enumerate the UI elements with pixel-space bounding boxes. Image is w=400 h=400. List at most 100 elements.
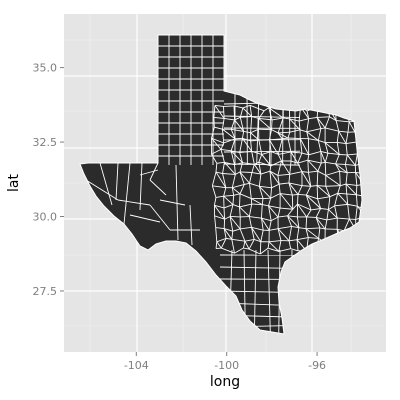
county-border: [355, 194, 358, 207]
county-border: [251, 150, 262, 155]
county-border: [278, 151, 292, 155]
county-border: [239, 171, 250, 184]
county-border: [149, 162, 159, 181]
county-border: [324, 142, 340, 155]
county-border: [242, 137, 251, 142]
county-border: [214, 105, 225, 119]
county-border: [231, 238, 245, 242]
county-border: [270, 187, 272, 199]
county-border: [242, 104, 251, 109]
county-border: [289, 239, 298, 242]
county-border: [230, 150, 235, 165]
county-border: [123, 162, 131, 225]
county-border: [348, 121, 356, 133]
county-border: [334, 205, 338, 219]
county-border: [339, 171, 341, 186]
county-border: [249, 104, 265, 112]
county-border: [277, 138, 283, 155]
county-border: [297, 203, 308, 218]
county-border: [267, 249, 271, 334]
county-border: [306, 131, 309, 139]
county-border: [267, 241, 270, 249]
county-border: [307, 159, 322, 164]
county-border: [324, 116, 330, 129]
county-border: [335, 120, 340, 132]
county-border: [268, 240, 281, 243]
county-border: [268, 205, 279, 218]
county-border: [345, 183, 357, 196]
county-border: [224, 228, 233, 232]
county-border: [189, 204, 193, 246]
county-border: [301, 171, 309, 173]
county-border: [317, 116, 330, 118]
county-border: [299, 138, 310, 156]
county-border: [230, 119, 235, 130]
county-border: [251, 227, 262, 242]
county-border: [239, 193, 241, 207]
county-border: [336, 120, 350, 123]
county-border: [324, 142, 329, 154]
county-border: [211, 127, 215, 139]
x-tick-label: -104: [124, 359, 149, 372]
x-tick-label: -96: [308, 359, 326, 372]
county-border: [305, 194, 321, 209]
county-border: [320, 151, 326, 163]
county-border: [235, 171, 241, 175]
county-border: [288, 182, 299, 195]
county-border: [251, 198, 263, 205]
county-border: [244, 182, 250, 185]
county-border: [250, 140, 253, 152]
county-border: [296, 227, 300, 240]
county-border: [85, 179, 119, 201]
county-border: [345, 183, 348, 194]
county-border: [317, 185, 326, 187]
county-border: [288, 182, 303, 187]
county-border: [251, 226, 264, 231]
county-border: [242, 131, 245, 139]
county-border: [324, 153, 329, 163]
county-border: [223, 228, 233, 240]
county-border: [240, 226, 252, 230]
county-border: [230, 129, 236, 140]
county-border: [268, 107, 284, 119]
county-border: [239, 117, 245, 132]
county-border: [277, 207, 281, 218]
county-border: [305, 228, 309, 238]
county-border: [319, 227, 326, 230]
county-border: [328, 209, 338, 219]
county-border: [345, 132, 349, 144]
county-border: [308, 237, 319, 239]
county-border: [327, 152, 340, 155]
county-border: [214, 215, 217, 228]
county-border: [239, 228, 246, 242]
county-border: [297, 159, 309, 164]
county-border: [115, 162, 119, 201]
county-border: [269, 165, 272, 172]
county-border: [223, 194, 234, 197]
county-border: [344, 164, 348, 173]
county-border: [221, 129, 225, 144]
county-border: [258, 174, 262, 187]
county-border: [213, 116, 225, 119]
county-border: [292, 194, 299, 196]
county-border: [269, 228, 279, 231]
y-axis: 27.5 30.0 32.5 35.0: [33, 62, 64, 298]
county-border: [345, 143, 348, 155]
county-border: [268, 205, 281, 209]
county-border: [261, 198, 264, 205]
county-border: [271, 183, 280, 189]
county-border: [307, 159, 319, 172]
county-border: [224, 117, 235, 121]
county-border: [340, 183, 347, 187]
county-border: [317, 140, 322, 152]
county-border: [213, 117, 215, 128]
county-border: [315, 208, 321, 218]
county-border: [337, 217, 350, 220]
county-border: [234, 116, 241, 121]
county-border: [279, 193, 294, 210]
county-border: [278, 184, 281, 194]
county-border: [336, 131, 340, 143]
county-border: [271, 129, 279, 134]
county-border: [239, 206, 241, 217]
county-border: [251, 227, 255, 240]
